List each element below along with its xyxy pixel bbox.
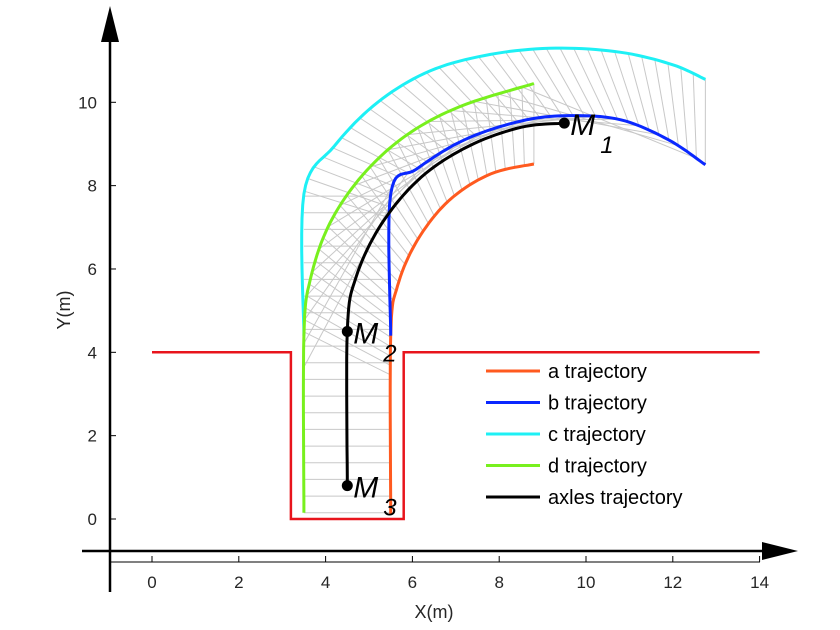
x-tick-label: 6 [408, 573, 417, 592]
legend-label-d: d trajectory [548, 456, 647, 478]
envelope-line [464, 59, 519, 123]
marker-subscript-1: 1 [600, 132, 613, 159]
envelope-line [427, 121, 455, 197]
envelope-line [406, 134, 441, 210]
envelope-line [387, 149, 429, 224]
series-d-line [301, 82, 535, 513]
marker-point-1 [558, 117, 570, 129]
envelope-line [369, 108, 437, 157]
envelope-line [614, 51, 640, 126]
envelope-line [485, 97, 497, 173]
envelope-line [559, 47, 596, 117]
envelope-line [461, 105, 479, 181]
envelope-line [353, 185, 410, 257]
series-b-line [387, 114, 707, 336]
envelope-line [438, 67, 497, 129]
envelope-line [313, 166, 391, 197]
envelope-line [680, 67, 688, 152]
x-tick-label: 2 [234, 573, 243, 592]
envelope-line [667, 63, 679, 146]
boundary-line [152, 351, 760, 521]
marker-label-2: M [353, 317, 378, 350]
x-axis-arrow [762, 542, 798, 560]
marker-point-2 [341, 325, 353, 337]
envelope-line [378, 157, 424, 232]
envelope-line [692, 73, 697, 159]
y-tick-label: 0 [88, 510, 97, 529]
envelope-line [545, 48, 585, 116]
legend: a trajectory b trajectory c trajectory d tr… [486, 361, 683, 509]
envelope-line [586, 48, 619, 120]
axes [82, 6, 798, 592]
marker-point-3 [341, 480, 353, 492]
envelope-line [390, 92, 456, 145]
y-tick-label: 2 [88, 427, 97, 446]
envelope-line [478, 56, 530, 120]
envelope-line [450, 110, 471, 185]
legend-label-a: a trajectory [548, 361, 647, 383]
envelope-line [327, 130, 487, 228]
envelope-line [396, 141, 435, 217]
y-tick-labels: 0 2 4 6 8 10 [78, 93, 116, 529]
legend-label-c: c trajectory [548, 424, 646, 446]
envelope-line [573, 48, 608, 118]
envelope-line [438, 115, 463, 191]
marker-label-1: M [570, 109, 595, 142]
marker-subscript-3: 3 [383, 495, 397, 522]
envelope-line [323, 156, 393, 187]
legend-label-axles: axles trajectory [548, 487, 683, 509]
y-tick-label: 6 [88, 260, 97, 279]
x-tick-label: 4 [321, 573, 330, 592]
envelope-line [641, 56, 660, 136]
envelope-line [361, 175, 414, 248]
envelope-line [413, 78, 476, 136]
envelope-line [346, 194, 406, 265]
parking-boundary [152, 351, 760, 521]
envelope-line [426, 72, 487, 132]
envelope-line [654, 59, 670, 141]
y-tick-label: 10 [78, 93, 97, 112]
envelope-line [369, 166, 419, 240]
envelope-line [497, 93, 679, 147]
envelope-line [532, 48, 574, 116]
y-tick-label: 4 [88, 343, 97, 362]
y-axis-arrow [101, 6, 119, 42]
envelope-line [304, 190, 390, 219]
y-tick-label: 8 [88, 177, 97, 196]
x-tick-label: 14 [750, 573, 769, 592]
x-tick-label: 12 [663, 573, 682, 592]
x-tick-label: 0 [147, 573, 156, 592]
envelope-line [311, 271, 392, 329]
series-lines [300, 46, 707, 515]
series-c-line [300, 46, 707, 336]
marker-subscript-2: 2 [382, 340, 396, 367]
x-tick-label: 10 [577, 573, 596, 592]
x-tick-labels: 0 2 4 6 8 10 12 14 [147, 556, 769, 592]
envelope-line [600, 49, 629, 123]
envelope-line [417, 127, 448, 203]
envelope-line [521, 86, 697, 159]
y-axis-label: Y(m) [54, 291, 74, 330]
series-a-line [388, 162, 535, 515]
legend-label-b: b trajectory [548, 393, 647, 415]
envelope-line [473, 101, 488, 176]
series-axles-line [345, 121, 565, 486]
marker-label-3: M [353, 472, 378, 505]
x-axis-label: X(m) [415, 602, 454, 622]
envelope-line [491, 53, 541, 118]
x-tick-label: 8 [494, 573, 503, 592]
envelope-line [627, 53, 650, 131]
envelope-line [518, 50, 563, 117]
